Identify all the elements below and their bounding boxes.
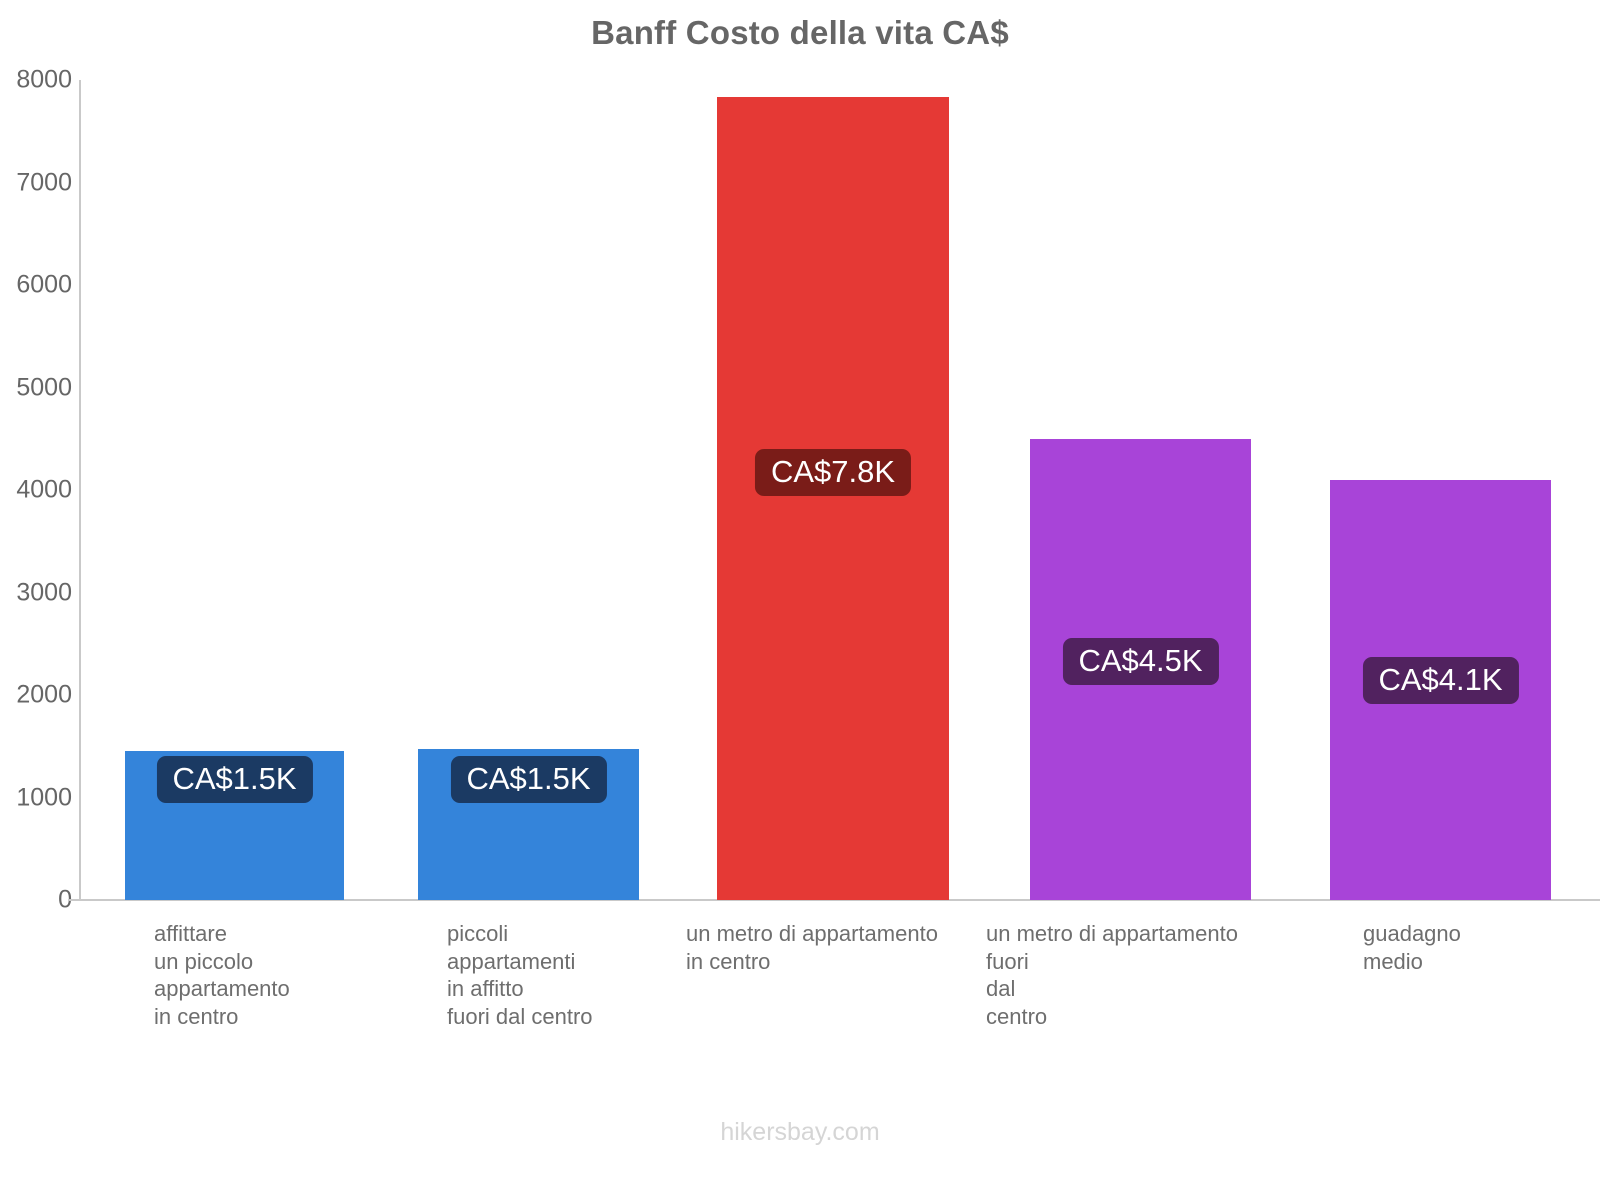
y-axis-tick-labels: 8000 7000 6000 5000 4000 3000 2000 1000 0 bbox=[0, 0, 80, 1200]
footer-source: hikersbay.com bbox=[720, 1118, 880, 1146]
bar[interactable]: CA$1.5K bbox=[125, 751, 344, 900]
bar-value-label: CA$1.5K bbox=[156, 756, 313, 803]
y-axis-tick-label: 6000 bbox=[16, 270, 72, 299]
y-axis-tick-label: 5000 bbox=[16, 373, 72, 401]
x-axis-category-label: affittare un piccolo appartamento in cen… bbox=[154, 921, 290, 1029]
x-axis-category-label: un metro di appartamento fuori dal centr… bbox=[986, 921, 1238, 1029]
x-axis-category-label: un metro di appartamento in centro bbox=[686, 921, 938, 974]
plot-area: CA$1.5K CA$1.5K CA$7.8K CA$4.5K CA$4.1K bbox=[79, 80, 1600, 900]
bar-value-label: CA$1.5K bbox=[450, 756, 607, 803]
bar[interactable]: CA$4.5K bbox=[1030, 438, 1251, 900]
x-axis-category-label: guadagno medio bbox=[1363, 921, 1461, 974]
bar[interactable]: CA$1.5K bbox=[418, 749, 639, 900]
y-axis-tick-label: 4000 bbox=[16, 475, 72, 504]
y-axis-line bbox=[79, 80, 81, 900]
y-axis-tick-label: 7000 bbox=[16, 168, 72, 196]
bar-value-label: CA$4.1K bbox=[1362, 657, 1519, 704]
y-axis-tick-label: 1000 bbox=[16, 783, 72, 811]
bar[interactable]: CA$7.8K bbox=[717, 97, 949, 900]
y-axis-tick-label: 2000 bbox=[16, 680, 72, 709]
y-axis-tick-label: 3000 bbox=[16, 578, 72, 606]
bar[interactable]: CA$4.1K bbox=[1330, 479, 1551, 900]
bar-value-label: CA$4.5K bbox=[1062, 638, 1219, 685]
x-axis-line bbox=[68, 899, 1600, 901]
y-axis-tick-label: 0 bbox=[58, 885, 72, 914]
bar-value-label: CA$7.8K bbox=[754, 449, 912, 496]
chart-title: Banff Costo della vita CA$ bbox=[591, 14, 1009, 51]
y-axis-tick-label: 8000 bbox=[16, 65, 72, 94]
x-axis-category-label: piccoli appartamenti in affitto fuori da… bbox=[447, 921, 593, 1029]
